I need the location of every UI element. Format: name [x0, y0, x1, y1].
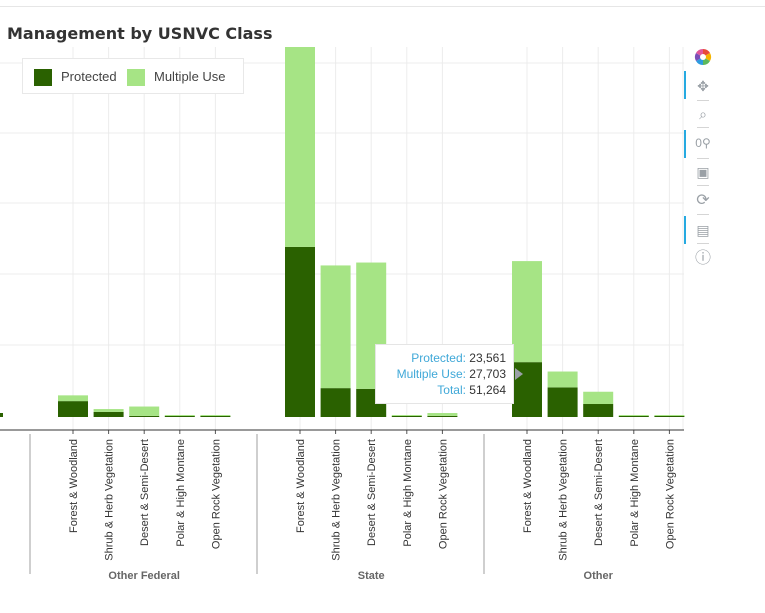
- chart-toolbar: ✥ ⌕ 0⚲ ▣ ⟳ ▤ ⓘ: [684, 44, 718, 284]
- wheel-zoom-active-indicator: [684, 130, 686, 158]
- bar-protected: [547, 387, 578, 417]
- bar-protected: [583, 404, 614, 417]
- bar-protected: [93, 411, 124, 417]
- bar-multiple-use: [164, 415, 195, 416]
- bar-multiple-use: [618, 415, 649, 416]
- tooltip-key: Total:: [437, 383, 466, 397]
- legend: Protected Multiple Use: [22, 58, 244, 94]
- bar-multiple-use: [93, 409, 124, 412]
- x-tick-label: Polar & High Montane: [402, 439, 414, 547]
- bar-multiple-use: [547, 371, 578, 388]
- bar-multiple-use: [320, 265, 351, 389]
- bar-protected: [391, 416, 422, 417]
- toolbar-divider: [697, 158, 709, 159]
- help-icon[interactable]: ⓘ: [694, 250, 711, 267]
- toolbar-divider: [697, 100, 709, 101]
- bar-protected: [285, 246, 315, 417]
- bar-protected: [58, 401, 88, 417]
- x-tick-label: Shrub & Herb Vegetation: [104, 439, 116, 561]
- box-zoom-icon[interactable]: ⌕: [699, 106, 707, 122]
- tooltip-value: 27,703: [469, 367, 506, 381]
- reset-icon[interactable]: ⟳: [696, 192, 710, 209]
- bar-protected: [200, 416, 231, 417]
- wheel-zoom-icon[interactable]: 0⚲: [695, 136, 711, 150]
- bar-multiple-use: [512, 261, 542, 363]
- toolbar-divider: [697, 214, 709, 215]
- tooltip-pointer: [515, 368, 523, 380]
- hover-icon[interactable]: ▤: [696, 222, 710, 238]
- top-border: [0, 6, 765, 7]
- tooltip-value: 51,264: [469, 383, 506, 397]
- bar-protected: [164, 416, 195, 417]
- x-tick-label: Forest & Woodland: [68, 439, 80, 533]
- legend-label-multiple-use: Multiple Use: [154, 69, 226, 84]
- bar-multiple-use: [427, 413, 458, 416]
- bar-multiple-use: [58, 395, 88, 402]
- legend-swatch-protected: [34, 69, 52, 86]
- pan-icon[interactable]: ✥: [697, 78, 709, 94]
- x-tick-label: Polar & High Montane: [629, 439, 641, 547]
- bar-multiple-use: [391, 415, 422, 416]
- group-label: Other: [584, 570, 614, 582]
- tooltip-row-protected: Protected: 23,561: [376, 351, 506, 365]
- bar-multiple-use: [129, 406, 160, 416]
- bar-multiple-use: [654, 415, 685, 416]
- bar-protected: [654, 416, 685, 417]
- bar-protected: [129, 415, 160, 417]
- x-tick-label: Polar & High Montane: [175, 439, 187, 547]
- bar-protected: [427, 415, 458, 417]
- toolbar-divider: [697, 243, 709, 244]
- group-label: State: [358, 570, 385, 582]
- x-tick-label: Open Rock Vegetation: [437, 439, 449, 549]
- x-tick-label: Shrub & Herb Vegetation: [558, 439, 570, 561]
- tooltip-row-total: Total: 51,264: [376, 383, 506, 397]
- chart-title: Management by USNVC Class: [7, 24, 273, 43]
- tooltip-value: 23,561: [469, 351, 506, 365]
- bar-multiple-use: [200, 415, 231, 416]
- x-tick-label: Desert & Semi-Desert: [139, 439, 151, 546]
- x-tick-label: Open Rock Vegetation: [664, 439, 676, 549]
- x-tick-label: Shrub & Herb Vegetation: [331, 439, 343, 561]
- x-tick-label: Desert & Semi-Desert: [593, 439, 605, 546]
- tooltip-key: Protected:: [411, 351, 466, 365]
- x-tick-label: Open Rock Vegetation: [210, 439, 222, 549]
- legend-swatch-multiple-use: [127, 69, 145, 86]
- x-tick-label: Forest & Woodland: [295, 439, 307, 533]
- bar-clipped-edge: [0, 413, 3, 417]
- hover-active-indicator: [684, 216, 686, 244]
- bars: [0, 47, 685, 417]
- logo-icon: [694, 48, 712, 66]
- group-label: Other Federal: [108, 570, 180, 582]
- x-tick-label: Desert & Semi-Desert: [366, 439, 378, 546]
- toolbar-divider: [697, 185, 709, 186]
- x-tick-label: Forest & Woodland: [522, 439, 534, 533]
- tooltip-row-multiple-use: Multiple Use: 27,703: [376, 367, 506, 381]
- hover-tooltip: Protected: 23,561 Multiple Use: 27,703 T…: [375, 344, 523, 404]
- tooltip-key: Multiple Use:: [396, 367, 466, 381]
- pan-active-indicator: [684, 71, 686, 99]
- bar-multiple-use: [583, 391, 614, 405]
- bar-multiple-use: [285, 47, 315, 247]
- legend-label-protected: Protected: [61, 69, 117, 84]
- x-axis: Forest & Woodland Shrub & Herb Vegetation…: [0, 429, 684, 582]
- save-icon[interactable]: ▣: [696, 164, 710, 180]
- bar-protected: [618, 416, 649, 417]
- toolbar-divider: [697, 127, 709, 128]
- bar-protected: [320, 388, 351, 417]
